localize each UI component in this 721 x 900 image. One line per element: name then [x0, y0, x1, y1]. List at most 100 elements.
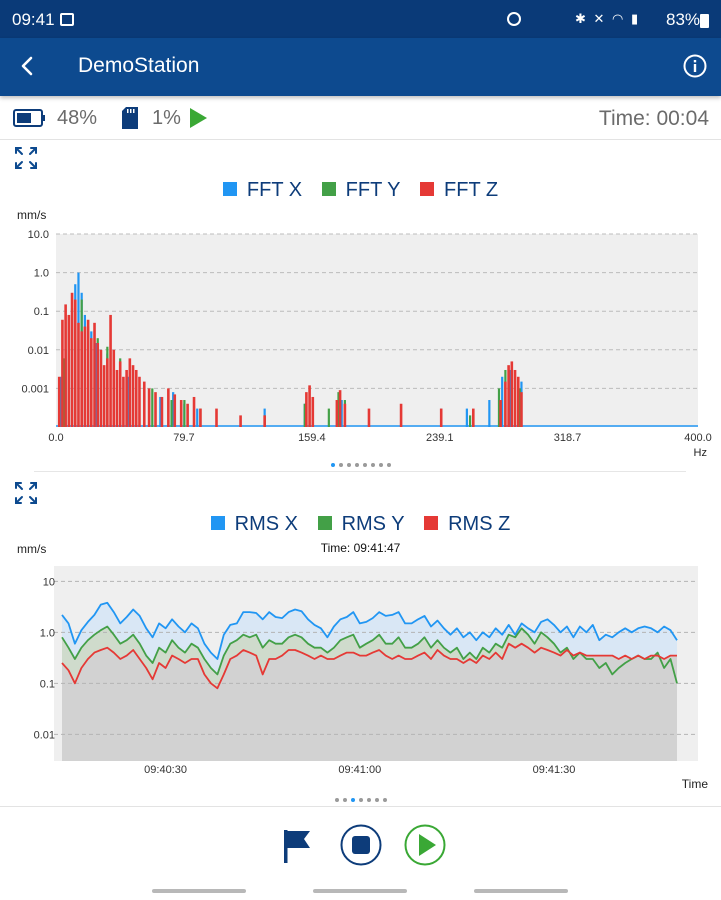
- legend-item-rms-y: RMS Y: [317, 513, 405, 536]
- fft-bar-x: [488, 400, 491, 427]
- fft-bar-z: [109, 314, 112, 427]
- stop-button[interactable]: [339, 823, 383, 867]
- fft-bar-z: [305, 392, 308, 427]
- fft-bar-z: [504, 381, 507, 427]
- page-title: DemoStation: [78, 54, 200, 77]
- rms-y-axis-unit: mm/s: [17, 542, 47, 556]
- fft-bar-z: [179, 400, 183, 427]
- fft-bar-z: [472, 408, 475, 427]
- fft-bar-x: [127, 376, 130, 427]
- fft-bar-z: [115, 369, 119, 427]
- fft-bar-z: [499, 400, 502, 427]
- fft-bar-z: [99, 349, 103, 427]
- rms-chart[interactable]: 10 1.0 0.1 0.01 09:40:30 09:41:00 09:41:30 Time: [0, 562, 721, 796]
- fft-y-tick-label: 0.01: [28, 345, 49, 357]
- fft-y-axis-unit: mm/s: [17, 208, 47, 222]
- fft-bar-y: [170, 400, 173, 427]
- fft-bar-x: [501, 376, 504, 427]
- fft-y-tick-label: 10.0: [28, 229, 49, 241]
- fft-y-tick-label: 1.0: [34, 268, 49, 280]
- fft-x-tick-label: 79.7: [173, 432, 194, 444]
- fft-bar-x: [59, 376, 62, 427]
- fft-bar-z: [83, 326, 87, 427]
- fft-bar-z: [215, 408, 218, 427]
- rms-area-z: [62, 643, 677, 761]
- fft-bar-z: [308, 385, 311, 427]
- fft-bar-z: [335, 400, 339, 427]
- fft-bar-z: [399, 403, 403, 427]
- chart-divider: [34, 471, 686, 472]
- elapsed-time: Time: 00:04: [598, 107, 709, 130]
- status-time: 09:41: [12, 10, 55, 29]
- fft-bar-z: [173, 394, 177, 427]
- fft-bar-z: [102, 365, 106, 427]
- fft-bar-y: [327, 408, 330, 427]
- rms-line-y: [61, 625, 678, 684]
- fft-bar-z: [147, 388, 151, 427]
- fft-bar-z: [343, 403, 347, 427]
- status-bar: 09:41 ✱ ✕ ◠ ▮ 83%: [0, 0, 721, 38]
- fft-bar-z: [367, 408, 371, 427]
- fft-chart[interactable]: 10.0 1.0 0.1 0.01 0.001 0.0 79.7 159.4 239.1 318.…: [0, 228, 721, 464]
- info-icon[interactable]: [682, 53, 708, 79]
- fft-bar-z: [64, 304, 67, 427]
- fft-bar-x: [172, 392, 175, 427]
- app-bar: DemoStation: [0, 38, 721, 96]
- fft-bar-z: [520, 392, 523, 427]
- fft-x-tick-label: 239.1: [426, 432, 454, 444]
- system-status-icons: ✱ ✕ ◠ ▮: [575, 11, 641, 26]
- fft-x-tick-label: 0.0: [48, 432, 63, 444]
- fft-bar-z: [125, 369, 128, 427]
- nav-back[interactable]: [474, 889, 568, 893]
- fft-bar-z: [507, 365, 510, 427]
- fft-bar-z: [90, 338, 93, 427]
- fft-bar-z: [96, 343, 100, 427]
- legend-item-fft-z: FFT Z: [420, 179, 498, 202]
- rms-y-tick-label: 0.01: [34, 729, 55, 741]
- fft-bar-x: [196, 408, 199, 427]
- fft-bar-y: [337, 392, 340, 427]
- rms-x-tick-label: 09:40:30: [144, 764, 187, 776]
- fft-bar-y: [468, 415, 472, 427]
- fft-bar-x: [509, 369, 512, 427]
- fft-bar-x: [465, 408, 468, 427]
- alarm-icon: [507, 12, 521, 26]
- fft-y-tick-label: 0.001: [21, 383, 49, 395]
- fft-bar-z: [138, 376, 141, 427]
- back-arrow-icon[interactable]: [14, 52, 42, 80]
- fft-bar-z: [439, 408, 443, 427]
- fft-bar-z: [131, 365, 135, 427]
- fft-x-tick-label: 159.4: [298, 432, 326, 444]
- device-battery-icon: [13, 109, 45, 127]
- fft-bar-z: [61, 319, 64, 427]
- nav-recents[interactable]: [152, 889, 246, 893]
- fft-bar-z: [86, 319, 90, 427]
- rms-y-tick-label: 0.1: [40, 678, 55, 690]
- status-battery-percent: 83%: [666, 10, 701, 29]
- sd-card-icon: [122, 107, 138, 129]
- control-bar: [0, 806, 721, 886]
- play-button[interactable]: [403, 823, 447, 867]
- device-info-bar: 48% 1% Time: 00:04: [0, 96, 721, 140]
- nav-home[interactable]: [313, 889, 407, 893]
- fft-bar-z: [192, 396, 196, 427]
- fft-bar-z: [510, 361, 514, 427]
- fft-bar-z: [160, 396, 164, 427]
- fft-bar-z: [311, 396, 315, 427]
- fft-bar-z: [513, 369, 517, 427]
- fft-bar-z: [199, 408, 202, 427]
- fft-bar-z: [142, 381, 146, 427]
- flag-marker-button[interactable]: [282, 827, 312, 865]
- fft-bar-y: [183, 400, 186, 427]
- expand-fft-chart-icon[interactable]: [14, 146, 38, 170]
- expand-rms-chart-icon[interactable]: [14, 481, 38, 505]
- rms-x-tick-label: 09:41:00: [338, 764, 381, 776]
- fft-bar-x: [159, 396, 162, 427]
- fft-bar-z: [134, 369, 138, 427]
- fft-x-axis-unit: Hz: [694, 447, 707, 459]
- fft-bar-z: [77, 322, 80, 427]
- fft-bar-z: [122, 376, 125, 427]
- fft-bar-z: [57, 376, 61, 427]
- rms-line-z: [61, 642, 677, 690]
